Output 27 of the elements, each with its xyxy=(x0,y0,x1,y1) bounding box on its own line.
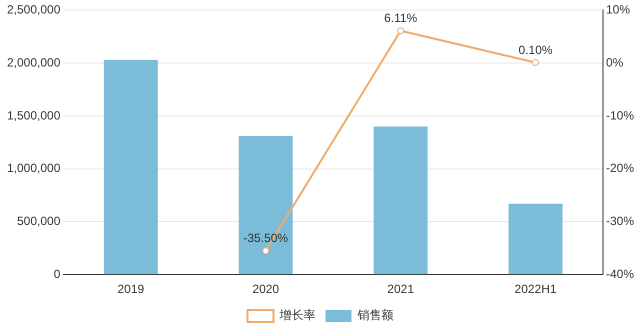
y2-tick-label: -40% xyxy=(606,266,634,281)
bar xyxy=(508,204,563,274)
y-tick-label: 2,500,000 xyxy=(6,2,61,17)
legend-label: 增长率 xyxy=(278,308,316,322)
legend-label: 销售额 xyxy=(356,308,394,322)
y2-tick-label: 0% xyxy=(606,55,624,70)
x-tick-label: 2019 xyxy=(117,282,145,296)
bar xyxy=(238,136,293,274)
y2-tick-label: -20% xyxy=(606,161,634,176)
point xyxy=(262,247,270,254)
point xyxy=(532,59,540,66)
y2-tick-label: -10% xyxy=(606,108,634,122)
y-tick-label: 1,500,000 xyxy=(6,108,61,122)
y2-tick-label: 10% xyxy=(606,2,630,17)
x-tick-label: 2020 xyxy=(252,282,280,296)
y-tick-label: 0 xyxy=(54,266,61,281)
y-tick-label: 2,000,000 xyxy=(6,55,61,70)
x-tick-label: 2022H1 xyxy=(514,282,557,296)
data-label: 0.10% xyxy=(518,42,553,57)
x-tick-label: 2021 xyxy=(387,282,414,296)
bar xyxy=(104,60,158,274)
y2-tick-label: -30% xyxy=(606,214,634,228)
data-label: 6.11% xyxy=(384,11,418,26)
point xyxy=(397,27,404,34)
y-tick-label: 500,000 xyxy=(16,214,61,228)
y-tick-label: 1,000,000 xyxy=(6,161,61,176)
bar xyxy=(374,126,428,274)
